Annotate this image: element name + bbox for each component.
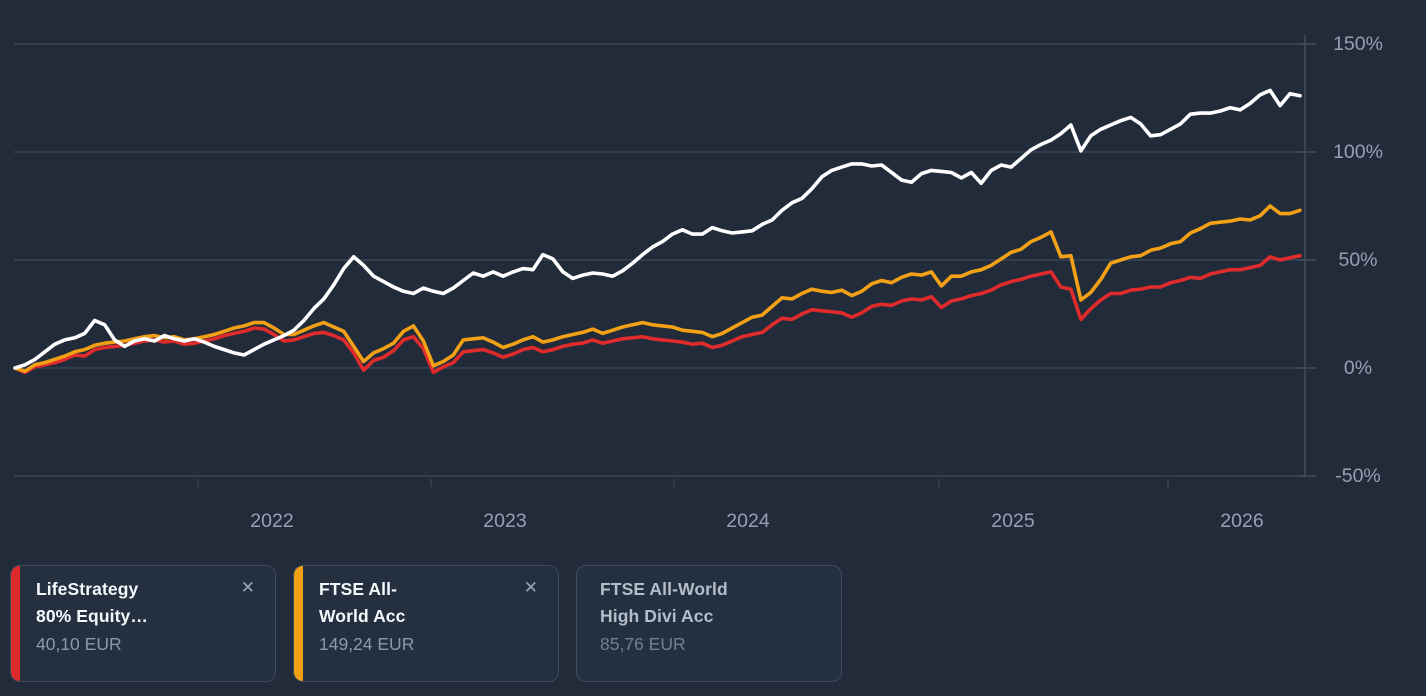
instrument-name-line2: 80% Equity… (36, 606, 148, 626)
instrument-price: 40,10 EUR (36, 634, 122, 654)
series-color-stripe-orange (294, 566, 303, 681)
y-axis-tick-label: 50% (1338, 249, 1377, 271)
legend-card-ftse-all-world-high-divi-acc[interactable]: FTSE All-World High Divi Acc 85,76 EUR (576, 565, 842, 682)
series-line-lifestrategy-80-equity (13, 253, 1302, 375)
y-axis-tick-label: 100% (1333, 141, 1383, 163)
instrument-name-line1: LifeStrategy (36, 579, 139, 599)
instrument-name-line2: World Acc (319, 606, 406, 626)
instrument-name-line2: High Divi Acc (600, 606, 714, 626)
instrument-name: FTSE All-World High Divi Acc (600, 576, 728, 630)
y-axis-labels: 150% 100% 50% 0% -50% (1333, 33, 1383, 487)
card-body: LifeStrategy 80% Equity… 40,10 EUR (20, 566, 162, 681)
series-color-stripe-red (11, 566, 20, 681)
instrument-name-line1: FTSE All-World (600, 579, 728, 599)
instrument-price: 149,24 EUR (319, 634, 415, 654)
x-axis-year-label: 2024 (726, 510, 770, 532)
y-axis-ticks (1298, 43, 1316, 477)
instrument-price: 85,76 EUR (600, 634, 686, 654)
y-axis-tick-label: 0% (1344, 357, 1372, 379)
y-axis-tick-label: 150% (1333, 33, 1383, 55)
x-axis-year-label: 2025 (991, 510, 1035, 532)
x-axis-ticks (197, 479, 1169, 487)
series-lines (13, 88, 1302, 375)
y-axis-tick-label: -50% (1335, 465, 1381, 487)
card-body: FTSE All-World High Divi Acc 85,76 EUR (577, 566, 742, 681)
series-line-ftse-all-world-acc (13, 204, 1302, 374)
instrument-name: FTSE All- World Acc (319, 576, 414, 630)
legend-cards: LifeStrategy 80% Equity… 40,10 EUR ✕ FTSE… (10, 565, 842, 682)
x-axis-year-label: 2022 (250, 510, 293, 532)
instrument-name: LifeStrategy 80% Equity… (36, 576, 148, 630)
x-axis-labels: 2022 2023 2024 2025 2026 (250, 510, 1263, 532)
legend-card-ftse-all-world-acc[interactable]: FTSE All- World Acc 149,24 EUR ✕ (293, 565, 559, 682)
x-axis-year-label: 2023 (483, 510, 526, 532)
instrument-name-line1: FTSE All- (319, 579, 398, 599)
card-body: FTSE All- World Acc 149,24 EUR (303, 566, 428, 681)
x-axis-year-label: 2026 (1220, 510, 1263, 532)
legend-card-lifestrategy-80-equity[interactable]: LifeStrategy 80% Equity… 40,10 EUR ✕ (10, 565, 276, 682)
remove-instrument-button[interactable]: ✕ (240, 578, 255, 598)
gridlines (14, 43, 1305, 477)
remove-instrument-button[interactable]: ✕ (523, 578, 538, 598)
series-line-ftse-all-world-high-divi-acc (13, 88, 1302, 370)
performance-chart[interactable]: 150% 100% 50% 0% -50% 2022 2023 2024 2025 2026 (0, 0, 1426, 552)
